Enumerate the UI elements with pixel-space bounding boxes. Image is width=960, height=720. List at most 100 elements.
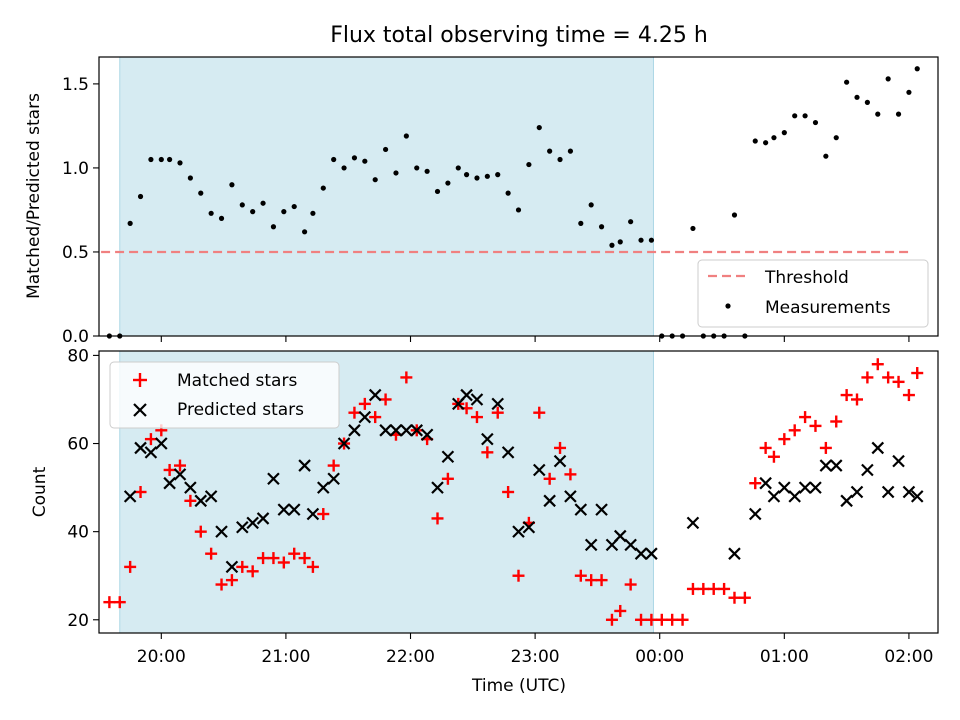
matched-star-point — [205, 547, 218, 560]
predicted-star-point — [871, 441, 885, 455]
predicted-star-point — [564, 490, 577, 503]
predicted-star-point — [881, 485, 895, 499]
measurement-point — [445, 180, 451, 186]
measurement-point — [463, 172, 470, 178]
matched-star-point — [666, 613, 679, 626]
measurement-point — [690, 225, 696, 232]
predicted-star-point — [327, 472, 340, 486]
predicted-star-point — [624, 538, 637, 552]
matched-star-point — [441, 472, 454, 485]
predicted-star-point — [194, 494, 208, 508]
predicted-star-point — [543, 494, 556, 508]
predicted-star-point — [379, 424, 392, 437]
predicted-star-point — [431, 481, 444, 494]
matched-star-point — [317, 508, 330, 521]
measurement-point — [875, 111, 881, 117]
legend-predicted-swatch — [133, 403, 147, 417]
predicted-star-point — [892, 454, 905, 468]
measurement-point — [526, 161, 532, 168]
measurement-point — [301, 229, 308, 235]
predicted-star-point — [277, 503, 291, 516]
matched-star-point — [173, 459, 186, 472]
predicted-star-point — [267, 472, 280, 486]
matched-star-point — [491, 406, 504, 419]
measurement-point — [320, 185, 326, 191]
measurement-point — [362, 158, 368, 164]
predicted-star-point — [819, 459, 833, 472]
matched-star-point — [595, 574, 608, 587]
predicted-star-point — [358, 410, 372, 424]
legend-matched-swatch — [133, 373, 147, 387]
measurement-point — [906, 89, 912, 95]
predicted-star-point — [225, 560, 239, 574]
measurement-point — [158, 156, 164, 163]
matched-star-point — [564, 468, 577, 481]
bottom-y-axis-label: Count — [30, 466, 50, 517]
predicted-star-point — [574, 503, 588, 516]
measurement-point — [218, 215, 225, 221]
matched-star-point — [697, 582, 710, 595]
predicted-star-point — [767, 490, 781, 503]
measurement-point — [167, 156, 173, 163]
predicted-star-point — [287, 503, 301, 516]
predicted-star-point — [410, 424, 424, 437]
predicted-star-point — [215, 525, 228, 538]
predicted-star-point — [184, 481, 197, 494]
x-tick-label: 01:00 — [760, 647, 809, 667]
matched-star-point — [778, 433, 791, 446]
matched-star-point — [851, 393, 864, 406]
measurement-point — [515, 207, 522, 213]
measurement-point — [229, 182, 235, 188]
measurement-point — [474, 175, 480, 181]
matched-star-point — [246, 565, 259, 578]
matched-star-point — [215, 578, 228, 591]
matched-star-point — [728, 591, 741, 604]
matched-star-point — [257, 552, 270, 565]
matched-star-point — [298, 552, 311, 565]
matched-star-point — [738, 591, 751, 604]
matched-star-point — [614, 604, 627, 617]
measurement-point — [854, 94, 860, 100]
matched-star-point — [809, 419, 822, 432]
matched-star-point — [840, 389, 853, 402]
predicted-star-point — [850, 485, 864, 499]
measurement-point — [455, 165, 461, 171]
predicted-star-point — [522, 520, 536, 534]
measurement-point — [588, 202, 594, 208]
measurement-point — [763, 140, 769, 146]
matched-star-point — [911, 367, 924, 380]
chart-title: Flux total observing time = 4.25 h — [330, 23, 708, 48]
matched-star-point — [163, 463, 176, 476]
predicted-star-point — [829, 459, 843, 472]
measurement-point — [557, 156, 563, 163]
x-axis-label: Time (UTC) — [471, 676, 566, 696]
measurement-point — [127, 220, 133, 226]
measurement-point — [281, 209, 287, 215]
predicted-star-point — [481, 432, 494, 446]
predicted-star-point — [728, 547, 741, 560]
legend-measurements-label: Measurements — [765, 298, 891, 318]
predicted-star-point — [798, 481, 812, 494]
legend-predicted-label: Predicted stars — [177, 400, 304, 420]
matched-star-point — [103, 596, 116, 609]
matched-star-point — [902, 389, 915, 402]
matched-star-point — [113, 596, 126, 609]
x-tick-label: 02:00 — [884, 647, 933, 667]
predicted-star-point — [246, 516, 259, 530]
measurement-point — [617, 239, 623, 245]
matched-star-point — [676, 613, 689, 626]
x-tick-label: 21:00 — [261, 647, 310, 667]
matched-star-point — [144, 433, 157, 446]
y-tick-label: 80 — [67, 346, 89, 366]
predicted-star-point — [778, 481, 791, 494]
measurement-point — [781, 130, 787, 136]
matched-star-point — [799, 411, 812, 424]
measurement-point — [567, 148, 574, 154]
y-tick-label: 20 — [67, 611, 89, 631]
matched-star-point — [134, 486, 147, 498]
predicted-star-point — [910, 490, 924, 503]
y-tick-label: 60 — [67, 435, 89, 455]
measurement-point — [310, 210, 316, 216]
measurement-point — [628, 219, 634, 225]
predicted-star-point — [532, 463, 546, 477]
